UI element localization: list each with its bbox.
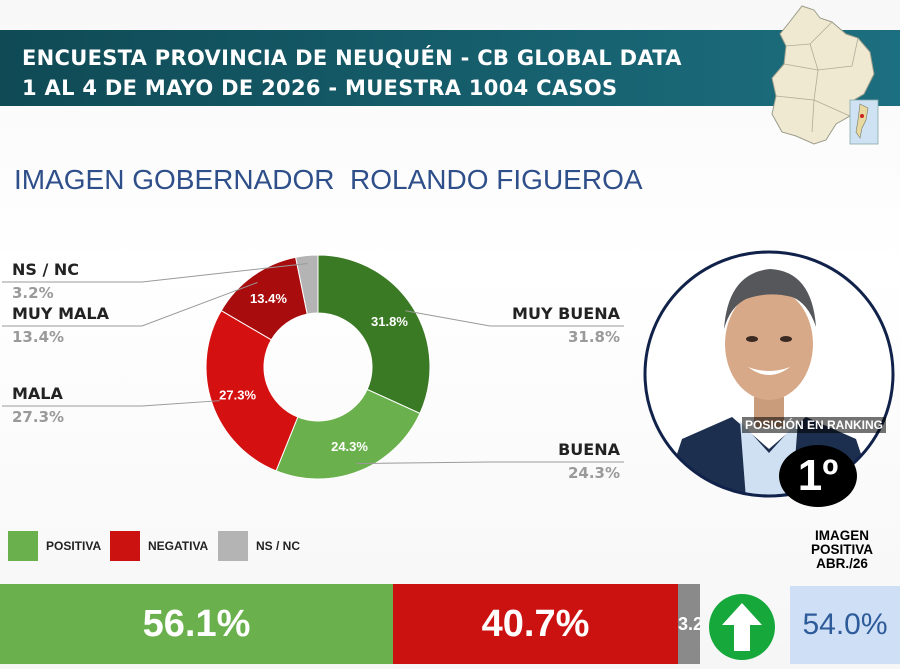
leader-line-0 — [405, 310, 624, 327]
governor-photo — [643, 250, 895, 498]
summary-segment-negativa: 40.7% — [393, 584, 678, 664]
legend-label-positiva: POSITIVA — [46, 539, 102, 553]
province-map-icon — [771, 5, 879, 145]
header-line-1: ENCUESTA PROVINCIA DE NEUQUÉN - CB GLOBA… — [22, 46, 682, 70]
category-value-3: 13.4% — [12, 328, 64, 346]
data-label-1: 24.3% — [331, 439, 368, 454]
donut-slice-ns-nc — [295, 254, 319, 315]
summary-segment-positiva: 56.1% — [0, 584, 393, 664]
legend-label-nsnc: NS / NC — [256, 539, 301, 553]
previous-positive-value: 54.0% — [790, 586, 900, 664]
summary-bar: 56.1%40.7%3.2% — [0, 584, 700, 664]
leader-line-3 — [2, 282, 258, 327]
arrow-up-icon — [709, 594, 775, 660]
chart-title: IMAGEN GOBERNADOR ROLANDO FIGUEROA — [14, 164, 643, 195]
legend-swatch-positiva — [8, 531, 38, 561]
previous-image-label: IMAGEN POSITIVA ABR./26 — [792, 529, 892, 571]
leader-line-2 — [2, 400, 220, 407]
data-label-0: 31.8% — [371, 314, 408, 329]
category-label-0: MUY BUENA — [512, 304, 621, 323]
category-value-0: 31.8% — [568, 328, 620, 346]
legend-swatch-nsnc — [218, 531, 248, 561]
leader-line-1 — [356, 461, 624, 465]
ranking-position-badge: 1º — [779, 445, 857, 507]
category-label-4: NS / NC — [12, 260, 79, 279]
donut-slice-muy-buena — [317, 254, 431, 415]
legend-label-negativa: NEGATIVA — [148, 539, 209, 553]
category-value-2: 27.3% — [12, 408, 64, 426]
header-line-2: 1 AL 4 DE MAYO DE 2026 - MUESTRA 1004 CA… — [22, 76, 618, 100]
previous-label-line-2: POSITIVA — [810, 542, 873, 557]
donut-chart: 31.8% 24.3% 27.3% 13.4% MUY BUENA 31.8% BUENA 2… — [2, 254, 624, 482]
ranking-label: POSICIÓN EN RANKING — [742, 417, 887, 433]
previous-label-line-3: ABR./26 — [816, 556, 868, 571]
category-value-1: 24.3% — [568, 464, 620, 482]
category-label-2: MALA — [12, 384, 64, 403]
leader-line-4 — [2, 263, 308, 283]
category-label-3: MUY MALA — [12, 304, 110, 323]
legend-swatch-negativa — [110, 531, 140, 561]
category-label-1: BUENA — [558, 440, 621, 459]
category-value-4: 3.2% — [12, 284, 54, 302]
data-label-2: 27.3% — [219, 388, 256, 403]
donut-slice-buena — [275, 388, 421, 480]
donut-slice-mala — [205, 309, 299, 472]
header-banner — [0, 30, 900, 106]
data-label-3: 13.4% — [250, 291, 287, 306]
summary-segment-ns-nc: 3.2% — [678, 584, 700, 664]
previous-label-line-1: IMAGEN — [815, 528, 869, 543]
